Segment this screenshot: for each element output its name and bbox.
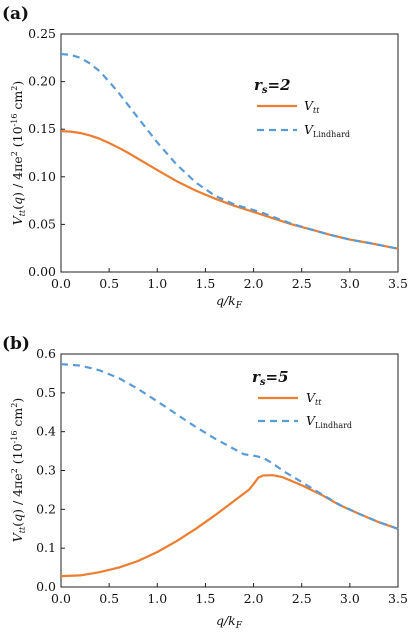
x-tick-label: 3.5 (388, 276, 408, 291)
y-tick-label: 0.20 (28, 74, 56, 89)
panel-b-legend: rs=5 Vtt VLindhard (252, 368, 352, 430)
x-tick-label: 1.0 (147, 591, 167, 606)
panel-b-legend-lindhard: VLindhard (306, 413, 352, 430)
y-tick-label: 0.0 (36, 579, 56, 594)
panel-a-x-axis-label: q/kF (216, 293, 243, 311)
x-tick-label: 1.0 (147, 276, 167, 291)
panel-b-legend-vtt: Vtt (306, 390, 322, 407)
panel-a-label: (a) (2, 4, 29, 24)
panel-a-legend: rs=2 Vtt VLindhard (254, 76, 350, 139)
y-tick-label: 0.1 (36, 540, 56, 555)
panel-b: (b) 0.0 0.5 1.0 1.5 2.0 2.5 3.0 3.5 0.0 0.1 0.2 0.3… (2, 334, 408, 631)
panel-b-series (60, 363, 399, 578)
y-tick-label: 0.10 (28, 169, 56, 184)
x-tick-label: 2.0 (244, 276, 264, 291)
x-tick-label: 2.5 (292, 276, 312, 291)
x-tick-label: 0.5 (99, 591, 119, 606)
series-lindhard-line (60, 363, 399, 530)
x-tick-label: 3.0 (340, 276, 360, 291)
series-vtt-line (60, 130, 399, 250)
panel-b-label: (b) (2, 334, 30, 354)
x-tick-label: 0.0 (51, 591, 71, 606)
panel-a-y-axis-label: Vtt(q) / 4πe2 (10-16 cm2) (10, 81, 27, 226)
x-tick-label: 3.5 (388, 591, 408, 606)
panel-b-plot-frame (60, 353, 399, 588)
panel-b-y-axis-label: Vtt(q) / 4πe2 (10-16 cm2) (10, 398, 27, 543)
y-tick-label: 0.4 (36, 424, 56, 439)
panel-a-ticks: 0.0 0.5 1.0 1.5 2.0 2.5 3.0 3.5 0.00 0.05 0.10 0.15… (28, 26, 408, 291)
x-tick-label: 0.0 (51, 276, 71, 291)
x-tick-label: 1.5 (195, 276, 215, 291)
panel-a-legend-title: rs=2 (254, 76, 291, 96)
y-tick-label: 0.3 (36, 463, 56, 478)
x-tick-label: 3.0 (340, 591, 360, 606)
x-tick-label: 1.5 (195, 591, 215, 606)
y-tick-label: 0.00 (28, 264, 56, 279)
series-lindhard-line (60, 52, 399, 250)
x-tick-label: 2.0 (244, 591, 264, 606)
y-tick-label: 0.2 (36, 501, 56, 516)
panel-a-legend-vtt: Vtt (304, 98, 320, 115)
y-tick-label: 0.25 (28, 26, 56, 41)
panel-a-plot-frame (60, 33, 399, 273)
x-tick-label: 2.5 (292, 591, 312, 606)
panel-b-legend-title: rs=5 (252, 368, 289, 388)
panel-b-x-axis-label: q/kF (216, 613, 243, 631)
y-tick-label: 0.05 (28, 216, 56, 231)
y-tick-label: 0.6 (36, 346, 56, 361)
panel-b-ticks: 0.0 0.5 1.0 1.5 2.0 2.5 3.0 3.5 0.0 0.1 0.2 0.3 0.4 0… (36, 346, 408, 606)
y-tick-label: 0.15 (28, 121, 56, 136)
panel-a-series (60, 52, 399, 250)
y-tick-label: 0.5 (36, 385, 56, 400)
series-vtt-line (60, 474, 399, 578)
panel-a: (a) 0.0 0.5 1.0 1.5 2.0 2.5 3.0 3.5 0.00 0.05 0.10… (2, 4, 408, 311)
panel-a-legend-lindhard: VLindhard (304, 122, 350, 139)
x-tick-label: 0.5 (99, 276, 119, 291)
